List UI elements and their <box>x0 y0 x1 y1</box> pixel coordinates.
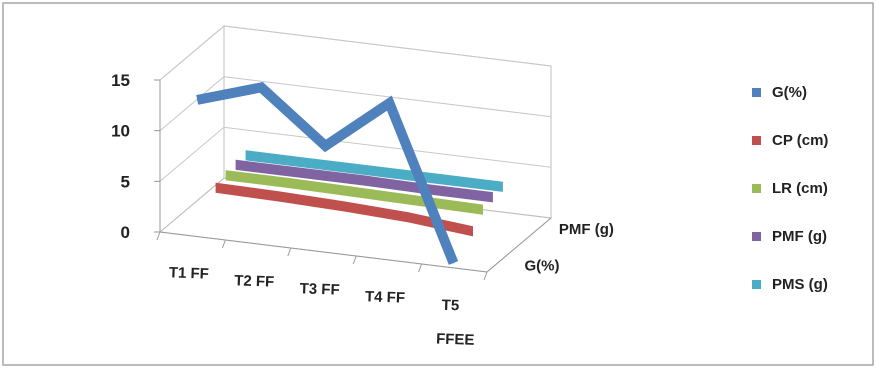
y-tick-label: 10 <box>111 122 130 141</box>
legend-entry: LR (cm) <box>772 180 828 197</box>
y-tick-label: 15 <box>111 71 130 90</box>
legend-swatch <box>752 280 761 289</box>
data-point <box>197 99 198 100</box>
legend-entry: PMF (g) <box>772 228 827 245</box>
legend-entry: PMS (g) <box>772 276 828 293</box>
data-point <box>325 145 326 146</box>
data-point <box>453 262 454 263</box>
legend-swatch <box>752 232 761 241</box>
depth-axis-label: G(%) <box>525 257 560 274</box>
legend-swatch <box>752 88 761 97</box>
depth-axis-label: PMF (g) <box>559 221 614 238</box>
legend-entry: CP (cm) <box>772 132 828 149</box>
y-tick-label: 5 <box>121 172 130 191</box>
data-point <box>261 87 262 88</box>
data-point <box>389 103 390 104</box>
y-tick-label: 0 <box>121 223 130 242</box>
legend-entry: G(%) <box>772 84 807 101</box>
legend-swatch <box>752 136 761 145</box>
legend-swatch <box>752 184 761 193</box>
x-tick-label: T3 FF <box>299 280 340 298</box>
x-tick-label: T4 FF <box>365 288 406 306</box>
x-tick-label: T2 FF <box>234 272 275 290</box>
x-tick-label: T1 FF <box>169 264 210 282</box>
chart-border <box>3 3 873 365</box>
